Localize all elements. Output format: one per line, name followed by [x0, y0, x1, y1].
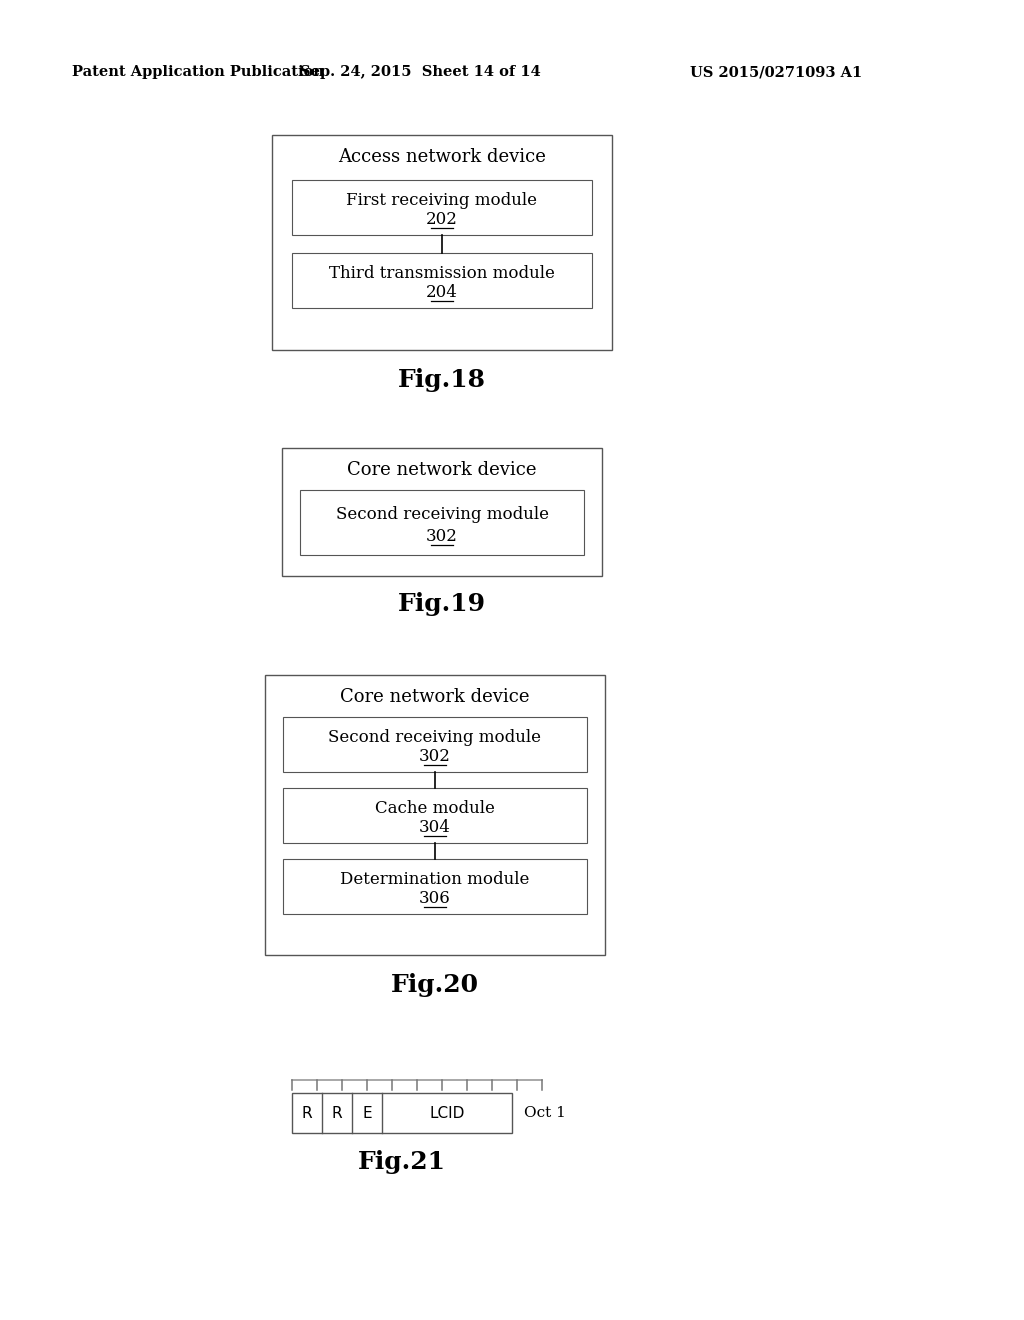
- Bar: [282, 447, 602, 576]
- Text: Core network device: Core network device: [340, 688, 529, 706]
- Bar: [292, 253, 592, 308]
- Text: 302: 302: [419, 748, 451, 766]
- Bar: [272, 135, 612, 350]
- Text: 304: 304: [419, 820, 451, 836]
- Text: Fig.19: Fig.19: [398, 591, 486, 616]
- Text: E: E: [362, 1106, 372, 1121]
- Bar: [265, 675, 605, 954]
- Bar: [283, 788, 587, 843]
- Text: Oct 1: Oct 1: [524, 1106, 566, 1119]
- Bar: [283, 859, 587, 913]
- Text: Fig.21: Fig.21: [358, 1150, 446, 1173]
- Text: First receiving module: First receiving module: [346, 193, 538, 210]
- Text: Sep. 24, 2015  Sheet 14 of 14: Sep. 24, 2015 Sheet 14 of 14: [300, 65, 541, 79]
- Bar: [300, 490, 584, 554]
- Bar: [292, 1093, 512, 1133]
- Text: Second receiving module: Second receiving module: [329, 730, 542, 746]
- Text: 204: 204: [426, 284, 458, 301]
- Text: Determination module: Determination module: [340, 871, 529, 888]
- Text: R: R: [332, 1106, 342, 1121]
- Text: Core network device: Core network device: [347, 461, 537, 479]
- Text: 302: 302: [426, 528, 458, 545]
- Text: Access network device: Access network device: [338, 148, 546, 166]
- Text: Fig.18: Fig.18: [398, 368, 486, 392]
- Text: Third transmission module: Third transmission module: [329, 265, 555, 282]
- Text: LCID: LCID: [429, 1106, 465, 1121]
- Bar: [292, 180, 592, 235]
- Text: Second receiving module: Second receiving module: [336, 506, 549, 523]
- Text: R: R: [302, 1106, 312, 1121]
- Text: 202: 202: [426, 211, 458, 228]
- Text: 306: 306: [419, 890, 451, 907]
- Text: Cache module: Cache module: [375, 800, 495, 817]
- Text: Fig.20: Fig.20: [391, 973, 479, 997]
- Bar: [283, 717, 587, 772]
- Text: US 2015/0271093 A1: US 2015/0271093 A1: [690, 65, 862, 79]
- Text: Patent Application Publication: Patent Application Publication: [72, 65, 324, 79]
